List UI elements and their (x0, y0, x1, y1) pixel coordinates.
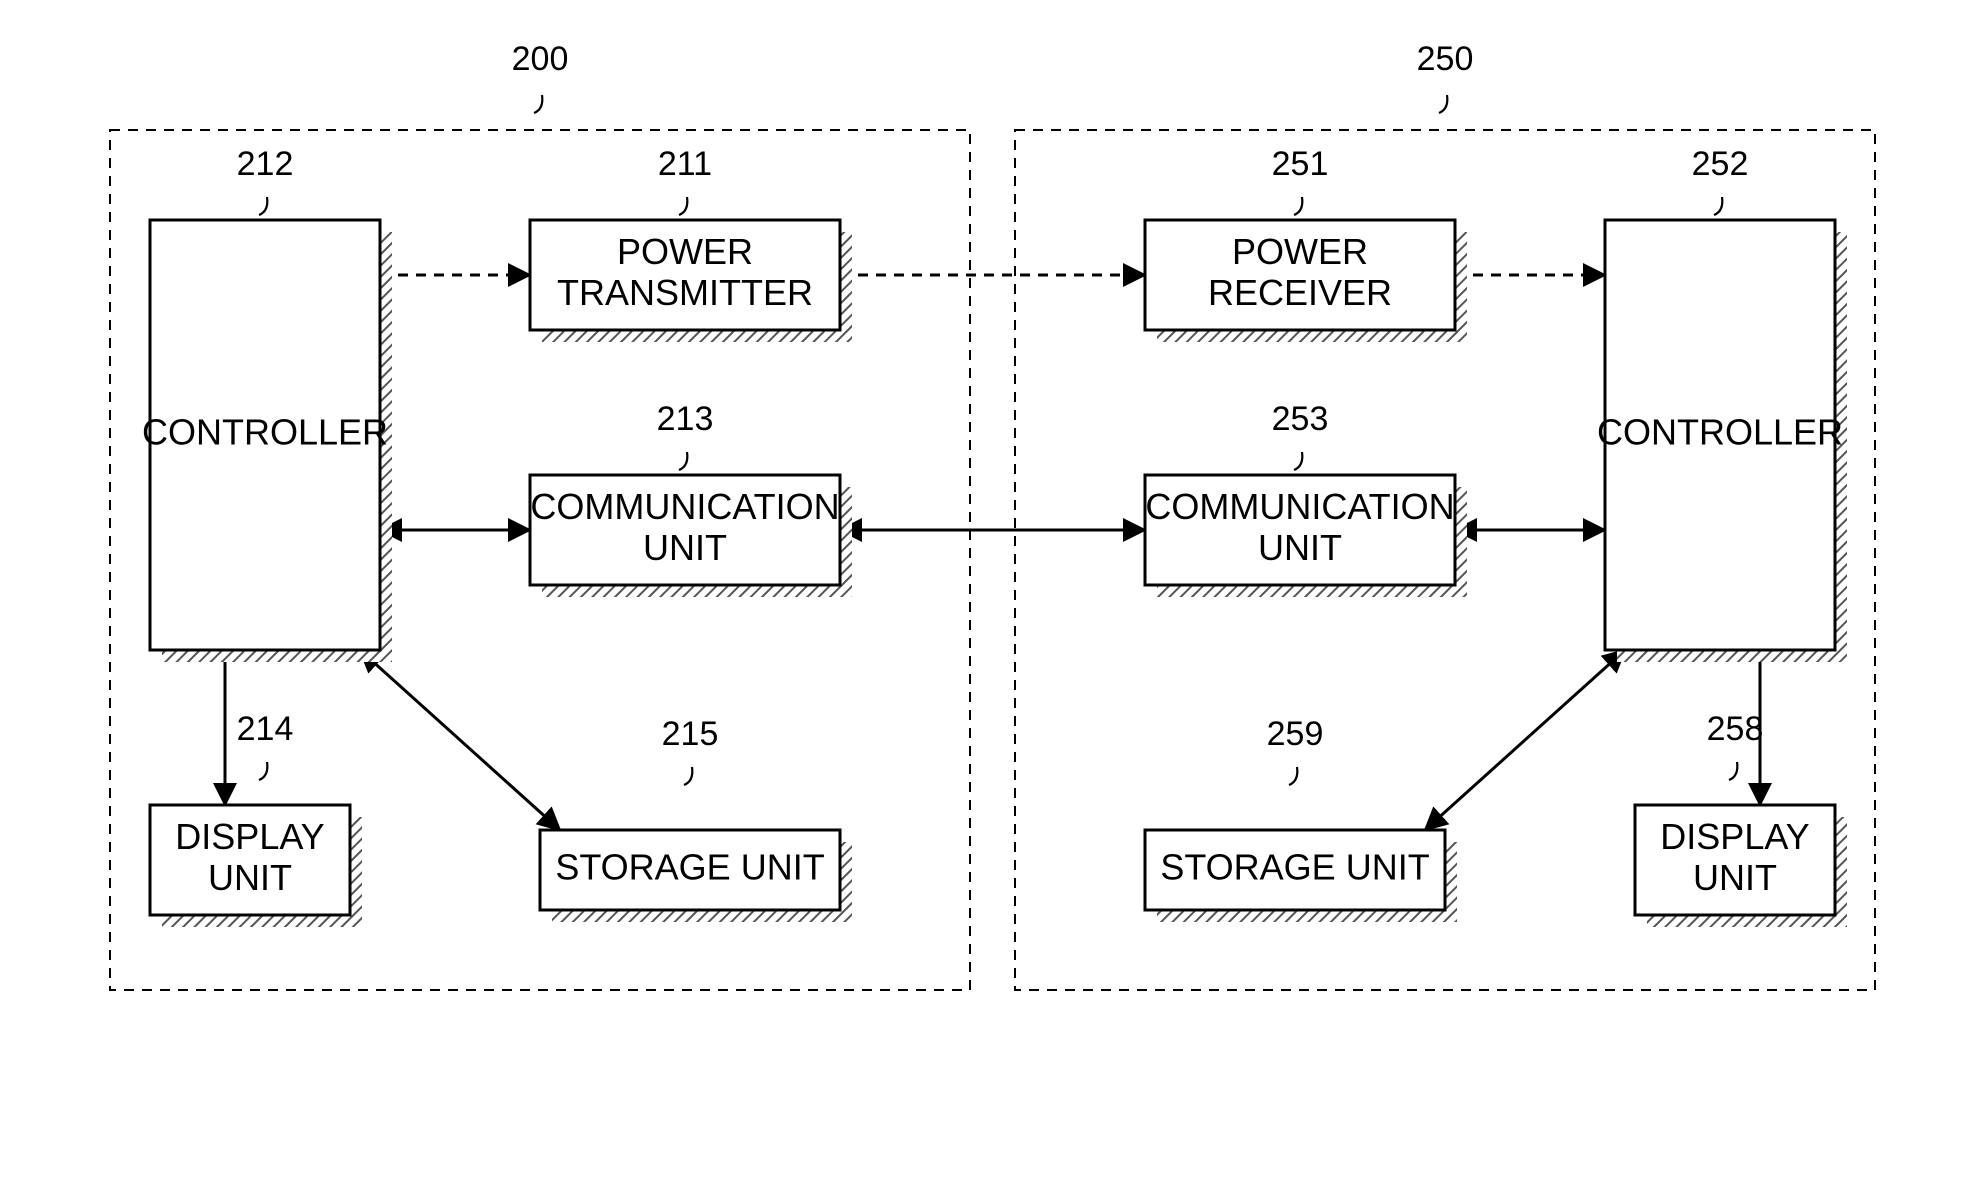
box-label-prx-0: POWER (1232, 231, 1368, 272)
box-ref-prx: 251 (1272, 145, 1329, 183)
box-label-ctrl_l-0: CONTROLLER (142, 412, 388, 453)
box-label-disp_r-0: DISPLAY (1660, 816, 1809, 857)
box-ref-ctrl_l: 212 (237, 145, 294, 183)
box-label-prx-1: RECEIVER (1208, 272, 1392, 313)
arrow-8 (360, 650, 560, 830)
box-label-comm_r-1: UNIT (1258, 527, 1342, 568)
labels-layer: 200 250 212 211 213 214 215 251 252 253 259 258 (237, 40, 1764, 785)
arrows-layer (225, 275, 1760, 830)
box-label-ptx-0: POWER (617, 231, 753, 272)
box-ref-disp_r: 258 (1707, 710, 1764, 748)
box-ref-comm_l: 213 (657, 400, 714, 438)
box-label-comm_r-0: COMMUNICATION (1145, 486, 1454, 527)
arrow-9 (1425, 650, 1625, 830)
box-ref-ctrl_r: 252 (1692, 145, 1749, 183)
box-label-disp_l-0: DISPLAY (175, 816, 324, 857)
box-label-stor_r-0: STORAGE UNIT (1160, 847, 1429, 888)
box-label-stor_l-0: STORAGE UNIT (555, 847, 824, 888)
box-ref-ptx: 211 (658, 145, 712, 183)
box-label-disp_r-1: UNIT (1693, 857, 1777, 898)
box-label-ptx-1: TRANSMITTER (557, 272, 813, 313)
container-ref-right: 250 (1417, 40, 1474, 78)
boxes-layer: CONTROLLERPOWERTRANSMITTERCOMMUNICATIONU… (142, 220, 1847, 927)
box-label-comm_l-1: UNIT (643, 527, 727, 568)
box-ref-stor_l: 215 (662, 715, 719, 753)
box-ref-stor_r: 259 (1267, 715, 1324, 753)
container-ref-left: 200 (512, 40, 569, 78)
box-label-disp_l-1: UNIT (208, 857, 292, 898)
box-ref-comm_r: 253 (1272, 400, 1329, 438)
box-label-ctrl_r-0: CONTROLLER (1597, 412, 1843, 453)
box-ref-disp_l: 214 (237, 710, 294, 748)
block-diagram: CONTROLLERPOWERTRANSMITTERCOMMUNICATIONU… (0, 0, 1985, 1195)
box-label-comm_l-0: COMMUNICATION (530, 486, 839, 527)
